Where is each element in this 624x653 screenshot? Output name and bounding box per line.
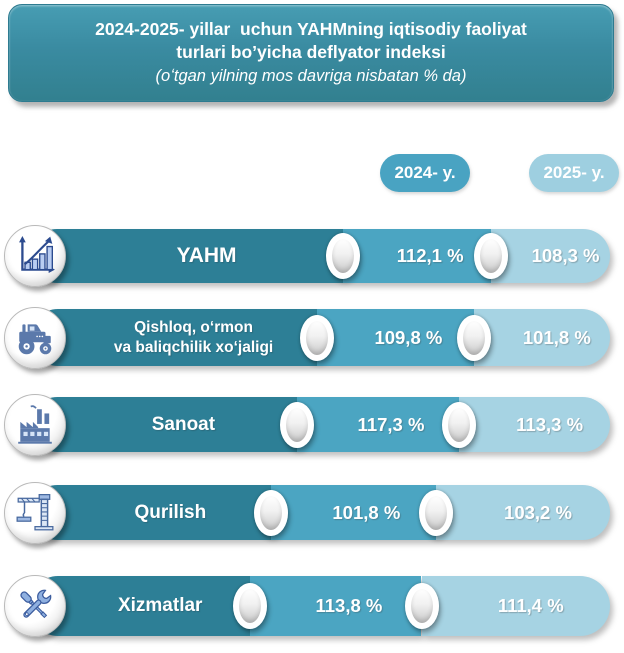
divider-ring xyxy=(253,489,288,536)
category-label-segment: Sanoat xyxy=(30,397,297,452)
category-label-segment: Qurilish xyxy=(30,485,271,540)
chart-title-panel: 2024-2025- yillar uchun YAHMning iqtisod… xyxy=(8,4,614,102)
category-row-yahm: YAHM 112,1 % 108,3 % xyxy=(0,225,624,287)
value-2024: 112,1 % xyxy=(396,245,464,266)
value-2024: 117,3 % xyxy=(357,413,425,435)
value-2025-segment: 111,4 % xyxy=(421,576,610,636)
value-2024: 113,8 % xyxy=(315,595,383,616)
divider-ring xyxy=(419,489,453,536)
bar-track: YAHM 112,1 % 108,3 % xyxy=(30,229,610,283)
category-label-line2: va baliqchilik xoʻjaligi xyxy=(113,338,274,356)
divider-ring xyxy=(233,583,268,629)
category-row-qurilish: Qurilish 101,8 % 103,2 % xyxy=(0,481,624,544)
category-label: YAHM xyxy=(176,244,237,267)
category-label: Sanoat xyxy=(151,413,216,435)
value-2025: 113,3 % xyxy=(516,413,584,435)
crane-icon xyxy=(4,481,66,544)
tools-icon xyxy=(4,575,66,637)
category-label-segment: Xizmatlar xyxy=(30,576,251,636)
divider-ring xyxy=(474,233,509,279)
value-2025-segment: 103,2 % xyxy=(436,485,610,540)
value-2025-segment: 108,3 % xyxy=(491,229,610,283)
divider-ring xyxy=(404,583,439,629)
value-2025-segment: 101,8 % xyxy=(473,309,610,366)
legend-badge-2025: 2025- y. xyxy=(529,154,619,192)
value-2024-segment: 112,1 % xyxy=(343,229,492,283)
value-2025: 108,3 % xyxy=(531,245,600,266)
value-2025: 101,8 % xyxy=(522,326,591,348)
value-2025: 111,4 % xyxy=(497,595,564,616)
value-2024-segment: 101,8 % xyxy=(270,485,436,540)
chart-title-line1: 2024-2025- yillar uchun YAHMning iqtisod… xyxy=(95,19,527,40)
value-2024-segment: 117,3 % xyxy=(296,397,460,452)
divider-ring xyxy=(326,233,361,279)
divider-ring xyxy=(279,401,314,448)
category-label-segment: Qishloq, oʻrmon va baliqchilik xoʻjaligi xyxy=(30,309,318,366)
bar-track: Qishloq, oʻrmon va baliqchilik xoʻjaligi … xyxy=(30,309,610,366)
bar-track: Sanoat 117,3 % 113,3 % xyxy=(30,397,610,452)
tractor-icon xyxy=(4,306,66,369)
category-label: Xizmatlar xyxy=(117,595,203,616)
value-2025: 103,2 % xyxy=(504,501,572,523)
bar-track: Xizmatlar 113,8 % 111,4 % xyxy=(30,576,610,636)
category-label-segment: YAHM xyxy=(30,229,344,283)
category-label: Qishloq, oʻrmon xyxy=(134,319,253,337)
value-2024: 109,8 % xyxy=(374,326,443,348)
value-2024-segment: 113,8 % xyxy=(250,576,422,636)
value-2024: 101,8 % xyxy=(332,501,401,523)
divider-ring xyxy=(442,401,477,448)
chart-subtitle: (oʻtgan yilning mos davriga nisbatan % d… xyxy=(155,67,467,86)
value-2024-segment: 109,8 % xyxy=(317,309,474,366)
chart-title-line2: turlari bo’yicha deflyator indeksi xyxy=(176,42,446,63)
value-2025-segment: 113,3 % xyxy=(459,397,610,452)
category-label: Qurilish xyxy=(134,501,207,523)
category-row-sanoat: Sanoat 117,3 % 113,3 % xyxy=(0,393,624,456)
divider-ring xyxy=(300,314,335,361)
legend-badge-2024: 2024- y. xyxy=(380,154,470,192)
growth-chart-icon xyxy=(4,225,66,287)
divider-ring xyxy=(456,314,491,361)
bar-track: Qurilish 101,8 % 103,2 % xyxy=(30,485,610,540)
factory-icon xyxy=(4,393,66,456)
category-row-qishloq: Qishloq, oʻrmon va baliqchilik xoʻjaligi … xyxy=(0,306,624,369)
category-row-xizmatlar: Xizmatlar 113,8 % 111,4 % xyxy=(0,575,624,637)
